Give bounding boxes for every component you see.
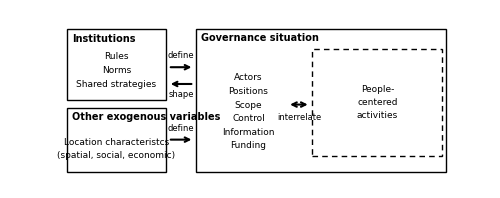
- Text: define: define: [168, 51, 194, 60]
- Text: Other exogenous variables: Other exogenous variables: [72, 112, 220, 122]
- Text: Location characteristcs
(spatial, social, economic): Location characteristcs (spatial, social…: [58, 138, 176, 160]
- Text: Rules
Norms
Shared strategies: Rules Norms Shared strategies: [76, 52, 156, 89]
- Text: Governance situation: Governance situation: [201, 33, 318, 43]
- Text: People-
centered
activities: People- centered activities: [356, 85, 398, 120]
- Text: interrelate: interrelate: [277, 113, 321, 122]
- Bar: [67, 29, 166, 100]
- Text: define: define: [168, 124, 194, 133]
- Text: Actors
Positions
Scope
Control
Information
Funding: Actors Positions Scope Control Informati…: [222, 73, 275, 150]
- Bar: [312, 49, 442, 156]
- Bar: [67, 108, 166, 172]
- Bar: [196, 29, 446, 172]
- Text: Institutions: Institutions: [72, 34, 136, 44]
- Text: shape: shape: [168, 90, 194, 99]
